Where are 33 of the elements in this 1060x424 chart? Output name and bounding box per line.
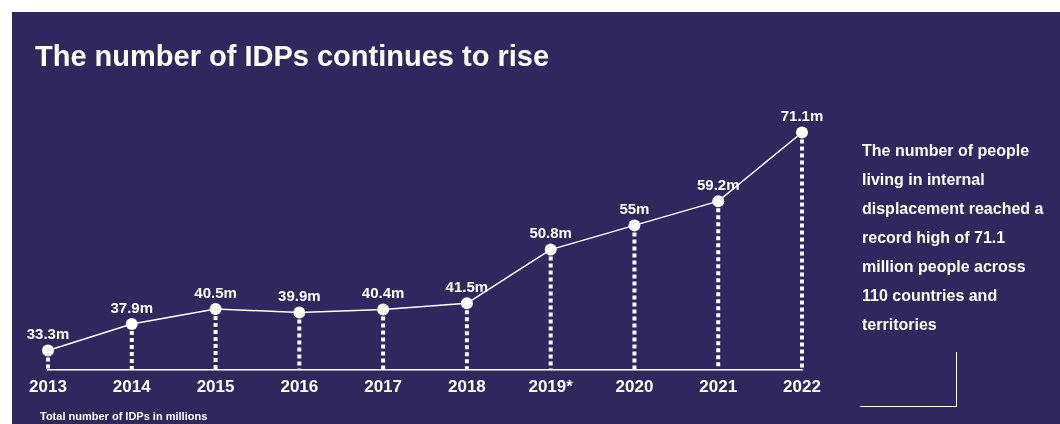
data-label: 50.8m [529,224,572,242]
x-tick-label: 2016 [280,377,319,397]
x-tick-label: 2022 [783,377,821,397]
data-label: 40.5m [194,283,237,301]
point [125,318,138,331]
x-tick-label: 2019* [528,377,574,397]
point [628,219,641,232]
text: The number of people living in internal displacement reached a record high of 71.1 million people across 110 countries and territories [862,141,1045,335]
data-label: 33.3m [26,325,70,343]
x-tick-label: 2013 [29,377,67,397]
data-label: 41.5m [445,277,489,295]
data-label: 39.9m [278,287,321,305]
point [42,344,54,357]
data-label: 40.4m [361,284,405,302]
chart-title: The number of IDPs continues to rise [35,40,550,73]
point [293,306,306,319]
point [796,126,808,139]
point [209,303,222,316]
data-label: 55m [619,200,650,218]
point [460,297,473,310]
text: Total number of IDPs in millions [40,410,208,422]
x-tick-label: 2018 [447,377,486,397]
x-tick-label: 2021 [699,377,738,397]
x-tick-label: 2020 [615,377,654,397]
data-label: 59.2m [696,175,740,193]
point [544,243,557,256]
data-label: 37.9m [110,298,154,316]
x-tick-label: 2017 [364,377,403,397]
point [712,195,725,208]
point [377,303,390,316]
x-tick-label: 2015 [196,377,235,397]
x-tick-label: 2014 [112,377,152,397]
data-label: 71.1m [780,107,824,125]
